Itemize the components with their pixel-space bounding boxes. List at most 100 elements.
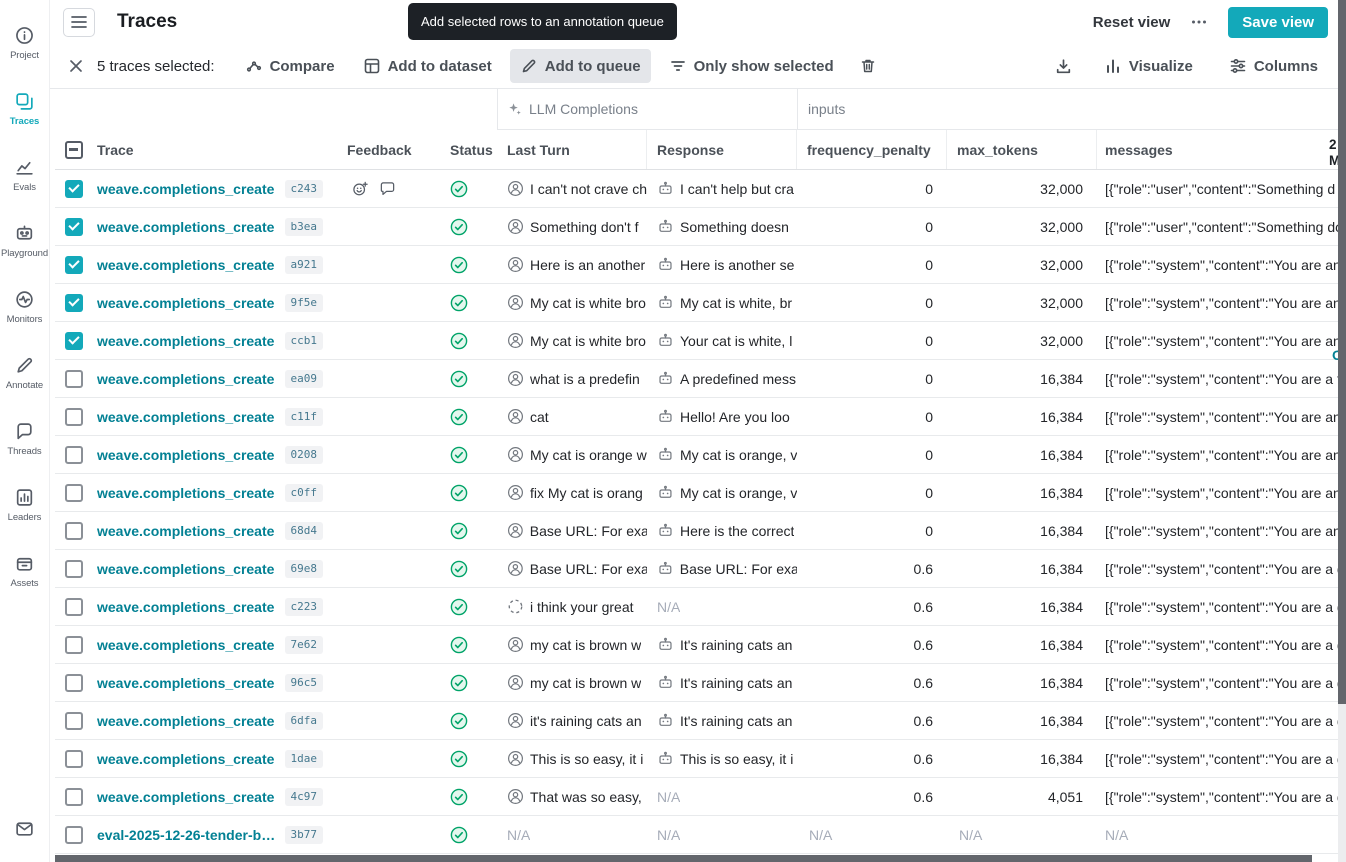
- sidebar-item-leaders[interactable]: Leaders: [0, 472, 50, 538]
- trace-id-badge[interactable]: 68d4: [284, 521, 323, 540]
- table-row[interactable]: weave.completions_create a921 Here is an…: [55, 246, 1346, 284]
- vertical-scrollbar-thumb[interactable]: [1338, 0, 1346, 704]
- column-header-status[interactable]: Status: [450, 141, 493, 158]
- trace-id-badge[interactable]: 1dae: [284, 749, 323, 768]
- row-checkbox[interactable]: [64, 825, 83, 844]
- trace-link[interactable]: weave.completions_create: [97, 332, 275, 349]
- compare-button[interactable]: Compare: [235, 49, 345, 83]
- row-checkbox[interactable]: [64, 673, 83, 692]
- trace-id-badge[interactable]: c0ff: [284, 483, 323, 502]
- horizontal-scrollbar-thumb[interactable]: [55, 855, 1313, 862]
- trace-link[interactable]: weave.completions_create: [97, 712, 275, 729]
- column-header-feedback[interactable]: Feedback: [347, 141, 412, 158]
- select-all-checkbox[interactable]: [64, 140, 83, 159]
- visualize-button[interactable]: Visualize: [1094, 49, 1203, 83]
- comment-icon[interactable]: [379, 180, 396, 197]
- trace-link[interactable]: weave.completions_create: [97, 294, 275, 311]
- column-header-frequency-penalty[interactable]: frequency_penalty: [797, 130, 947, 169]
- table-row[interactable]: weave.completions_create c11f cat Hello!…: [55, 398, 1346, 436]
- row-checkbox[interactable]: [64, 749, 83, 768]
- trace-id-badge[interactable]: 9f5e: [284, 293, 323, 312]
- trace-link[interactable]: weave.completions_create: [97, 408, 275, 425]
- table-row[interactable]: weave.completions_create 1dae This is so…: [55, 740, 1346, 778]
- row-checkbox[interactable]: [64, 635, 83, 654]
- table-row[interactable]: weave.completions_create 9f5e My cat is …: [55, 284, 1346, 322]
- trace-id-badge[interactable]: ea09: [284, 369, 323, 388]
- column-header-trace[interactable]: Trace: [97, 141, 134, 158]
- trace-id-badge[interactable]: c223: [284, 597, 323, 616]
- trace-id-badge[interactable]: c11f: [284, 407, 323, 426]
- row-checkbox[interactable]: [64, 369, 83, 388]
- add-to-dataset-button[interactable]: Add to dataset: [353, 49, 502, 83]
- row-checkbox[interactable]: [64, 559, 83, 578]
- table-row[interactable]: weave.completions_create 68d4 Base URL: …: [55, 512, 1346, 550]
- trace-link[interactable]: weave.completions_create: [97, 674, 275, 691]
- column-header-messages[interactable]: messages: [1105, 141, 1173, 158]
- overflow-menu-button[interactable]: [1190, 13, 1208, 31]
- add-to-queue-button[interactable]: Add to queue: [509, 49, 651, 83]
- trace-id-badge[interactable]: 7e62: [284, 635, 323, 654]
- trace-link[interactable]: weave.completions_create: [97, 750, 275, 767]
- add-reaction-icon[interactable]: [352, 180, 369, 197]
- trace-link[interactable]: weave.completions_create: [97, 256, 275, 273]
- row-checkbox[interactable]: [64, 597, 83, 616]
- save-view-button[interactable]: Save view: [1228, 6, 1328, 38]
- trace-link[interactable]: weave.completions_create: [97, 484, 275, 501]
- trace-id-badge[interactable]: b3ea: [284, 217, 323, 236]
- row-checkbox[interactable]: [64, 293, 83, 312]
- trace-link[interactable]: weave.completions_create: [97, 560, 275, 577]
- table-row[interactable]: weave.completions_create 6dfa it's raini…: [55, 702, 1346, 740]
- trace-link[interactable]: weave.completions_create: [97, 180, 275, 197]
- table-row[interactable]: weave.completions_create 96c5 my cat is …: [55, 664, 1346, 702]
- trace-id-badge[interactable]: 3b77: [284, 825, 323, 844]
- table-row[interactable]: weave.completions_create 7e62 my cat is …: [55, 626, 1346, 664]
- trace-link[interactable]: eval-2025-12-26-tender-bre...: [97, 826, 277, 843]
- row-checkbox[interactable]: [64, 521, 83, 540]
- trace-id-badge[interactable]: c243: [284, 179, 323, 198]
- table-row[interactable]: weave.completions_create 4c97 That was s…: [55, 778, 1346, 816]
- trace-link[interactable]: weave.completions_create: [97, 598, 275, 615]
- clear-selection-button[interactable]: [63, 53, 89, 79]
- sidebar-item-evals[interactable]: Evals: [0, 142, 50, 208]
- table-row[interactable]: weave.completions_create b3ea Something …: [55, 208, 1346, 246]
- sidebar-item-monitors[interactable]: Monitors: [0, 274, 50, 340]
- table-row[interactable]: weave.completions_create c223 i think yo…: [55, 588, 1346, 626]
- trace-id-badge[interactable]: 4c97: [284, 787, 323, 806]
- delete-button[interactable]: [854, 52, 882, 80]
- sidebar-item-annotate[interactable]: Annotate: [0, 340, 50, 406]
- sidebar-item-assets[interactable]: Assets: [0, 538, 50, 604]
- table-row[interactable]: weave.completions_create 69e8 Base URL: …: [55, 550, 1346, 588]
- trace-id-badge[interactable]: 0208: [284, 445, 323, 464]
- column-header-response[interactable]: Response: [647, 130, 797, 169]
- row-checkbox[interactable]: [64, 445, 83, 464]
- table-row[interactable]: eval-2025-12-26-tender-bre... 3b77 N/A N…: [55, 816, 1346, 854]
- trace-link[interactable]: weave.completions_create: [97, 218, 275, 235]
- column-header-last-turn[interactable]: Last Turn: [497, 130, 647, 169]
- sidebar-item-feedback[interactable]: [0, 796, 50, 862]
- trace-id-badge[interactable]: 96c5: [284, 673, 323, 692]
- sidebar-item-traces[interactable]: Traces: [0, 76, 50, 142]
- sidebar-item-playground[interactable]: Playground: [0, 208, 50, 274]
- table-row[interactable]: weave.completions_create c0ff fix My cat…: [55, 474, 1346, 512]
- row-checkbox[interactable]: [64, 483, 83, 502]
- trace-link[interactable]: weave.completions_create: [97, 788, 275, 805]
- columns-button[interactable]: Columns: [1219, 49, 1328, 83]
- trace-id-badge[interactable]: 6dfa: [284, 711, 323, 730]
- hamburger-menu-button[interactable]: [63, 7, 95, 37]
- trace-id-badge[interactable]: a921: [284, 255, 323, 274]
- row-checkbox[interactable]: [64, 407, 83, 426]
- export-button[interactable]: [1049, 52, 1078, 81]
- row-checkbox[interactable]: [64, 787, 83, 806]
- row-checkbox[interactable]: [64, 711, 83, 730]
- trace-id-badge[interactable]: ccb1: [284, 331, 323, 350]
- table-row[interactable]: weave.completions_create ea09 what is a …: [55, 360, 1346, 398]
- row-checkbox[interactable]: [64, 255, 83, 274]
- reset-view-button[interactable]: Reset view: [1092, 13, 1171, 31]
- row-checkbox[interactable]: [64, 331, 83, 350]
- table-row[interactable]: weave.completions_create ccb1 My cat is …: [55, 322, 1346, 360]
- trace-link[interactable]: weave.completions_create: [97, 370, 275, 387]
- trace-link[interactable]: weave.completions_create: [97, 636, 275, 653]
- trace-link[interactable]: weave.completions_create: [97, 522, 275, 539]
- trace-id-badge[interactable]: 69e8: [284, 559, 323, 578]
- column-header-max-tokens[interactable]: max_tokens: [947, 130, 1097, 169]
